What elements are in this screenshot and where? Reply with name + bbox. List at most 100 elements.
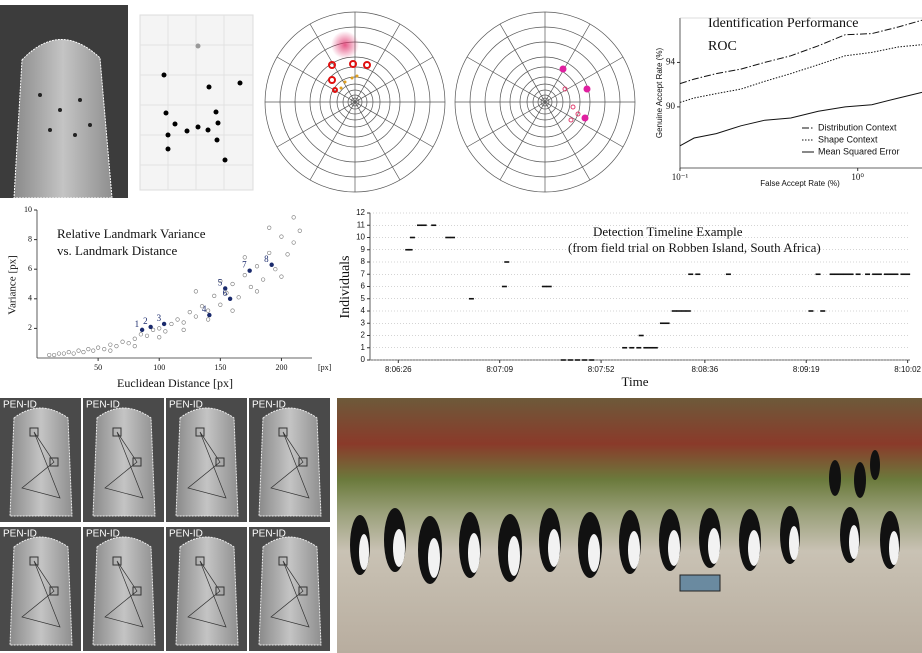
x-tick-label: 150: [214, 363, 226, 372]
polar-plot: [265, 12, 445, 192]
x-tick-label: 8:09:19: [793, 365, 820, 374]
scatter-point: [77, 349, 81, 353]
thumbnail-label: PEN-ID: [86, 529, 120, 540]
scatter-point: [133, 337, 137, 341]
scatter-point: [280, 235, 284, 239]
scatter-point: [255, 264, 259, 268]
x-tick-label: 8:07:09: [486, 365, 513, 374]
scatter-point: [243, 273, 247, 277]
scatter-point: [206, 309, 210, 313]
x-tick-label: 50: [94, 363, 102, 372]
scatter-point: [267, 226, 271, 230]
y-tick-label: 3: [361, 318, 366, 327]
y-tick-label: 11: [357, 220, 366, 229]
thumbnail-label: PEN-ID: [169, 400, 203, 411]
highlight-label: 5: [218, 278, 223, 288]
y-tick-label: 94: [666, 57, 676, 67]
scatter-point: [182, 328, 186, 332]
scatter-point: [280, 275, 284, 279]
colony-photo: [337, 398, 922, 653]
scatter-point: [182, 321, 186, 325]
chart-title: Detection Timeline Example: [593, 224, 743, 239]
highlight-point: [148, 325, 152, 329]
x-tick-label: 100: [153, 363, 165, 372]
landmark-diagram: [140, 15, 253, 190]
x-tick-label: 10⁻¹: [672, 172, 689, 182]
roc-line: [680, 92, 922, 145]
scatter-point: [121, 340, 125, 344]
x-tick-label: 8:10:02: [894, 365, 921, 374]
highlight-label: 8: [264, 254, 269, 264]
thumbnail-label: PEN-ID: [3, 400, 37, 411]
legend-label: Shape Context: [818, 134, 878, 144]
y-tick-label: 7: [361, 269, 366, 278]
highlight-point: [269, 263, 273, 267]
scatter-point: [133, 344, 137, 348]
scatter-point: [139, 333, 143, 337]
thumbnail-label: PEN-ID: [3, 529, 37, 540]
y-tick-label: 0: [361, 355, 366, 364]
scatter-point: [219, 303, 223, 307]
scatter-point: [87, 347, 91, 351]
y-tick-label: 9: [361, 245, 366, 254]
scatter-point: [237, 296, 241, 300]
scatter-point: [206, 318, 210, 322]
highlight-label: 3: [157, 313, 162, 323]
scatter-point: [102, 347, 106, 351]
highlight-label: 2: [143, 316, 148, 326]
scatter-point: [194, 315, 198, 319]
scatter-point: [212, 294, 216, 298]
x-axis-label: Euclidean Distance [px]: [117, 376, 233, 390]
scatter-point: [157, 335, 161, 339]
scatter-point: [96, 346, 100, 350]
y-tick-label: 10: [24, 205, 32, 214]
y-tick-label: 6: [28, 264, 32, 273]
chart-title: Relative Landmark Variance: [57, 226, 206, 241]
scatter-point: [261, 278, 265, 282]
thumbnail-label: PEN-ID: [169, 529, 203, 540]
scatter-point: [243, 256, 247, 260]
scatter-point: [249, 285, 253, 289]
scatter-point: [194, 290, 198, 294]
legend-label: Mean Squared Error: [818, 146, 900, 156]
chart-subtitle: ROC: [708, 39, 737, 54]
highlight-point: [228, 297, 232, 301]
y-tick-label: 10: [356, 233, 365, 242]
penguin-photo: [0, 5, 128, 198]
x-tick-label: 8:06:26: [385, 365, 412, 374]
chart-subtitle: vs. Landmark Distance: [57, 243, 177, 258]
polar-plot: [455, 12, 635, 192]
scatter-point: [274, 267, 278, 271]
scatter-point: [115, 344, 119, 348]
highlight-label: 1: [135, 319, 140, 329]
scatter-point: [82, 350, 86, 354]
x-tick-label: 10⁰: [851, 172, 864, 182]
scatter-point: [62, 352, 66, 356]
x-tick-label: 8:07:52: [588, 365, 615, 374]
highlight-label: 7: [242, 260, 247, 270]
y-tick-label: 6: [361, 282, 366, 291]
y-tick-label: 4: [361, 306, 366, 315]
scatter-point: [188, 310, 192, 314]
scatter-point: [109, 343, 113, 347]
scatter-point: [298, 229, 302, 233]
y-tick-label: 90: [666, 101, 676, 111]
scatter-point: [286, 253, 290, 257]
y-axis-label: Genuine Accept Rate (%): [655, 48, 664, 139]
chart-subtitle: (from field trial on Robben Island, Sout…: [568, 240, 821, 255]
x-axis-label: Time: [622, 374, 649, 389]
highlight-point: [247, 268, 251, 272]
x-unit-label: [px]: [318, 363, 332, 372]
legend-label: Distribution Context: [818, 122, 897, 132]
scatter-point: [127, 341, 131, 345]
y-tick-label: 1: [361, 343, 366, 352]
scatter-point: [67, 350, 71, 354]
y-tick-label: 5: [361, 294, 366, 303]
scatter-point: [255, 290, 259, 294]
y-tick-label: 8: [28, 234, 32, 243]
thumbnail-label: PEN-ID: [252, 529, 286, 540]
y-tick-label: 12: [356, 208, 365, 217]
scatter-point: [292, 241, 296, 245]
y-tick-label: 2: [361, 331, 366, 340]
y-tick-label: 4: [28, 294, 32, 303]
